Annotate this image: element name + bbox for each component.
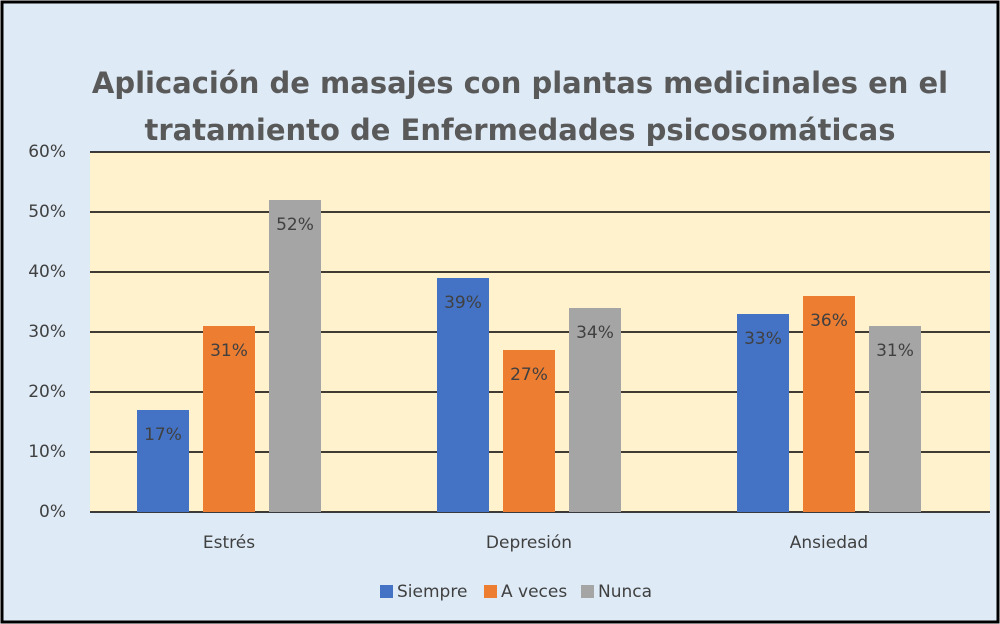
data-label: 36% [810,311,848,331]
data-label: 39% [444,293,482,313]
bar [503,350,555,512]
bar [569,308,621,512]
data-label: 27% [510,365,548,385]
legend-swatch [581,585,594,598]
legend-swatch [484,585,497,598]
y-tick-label: 60% [28,142,66,162]
chart-title: tratamiento de Enfermedades psicosomátic… [145,113,896,147]
bar [203,326,255,512]
bar [137,410,189,512]
bar [437,278,489,512]
y-tick-label: 20% [28,382,66,402]
bar [869,326,921,512]
data-label: 17% [144,425,182,445]
x-tick-label: Ansiedad [790,533,868,553]
y-tick-label: 0% [39,502,66,522]
data-label: 31% [876,341,914,361]
y-tick-label: 30% [28,322,66,342]
x-tick-label: Estrés [203,533,255,553]
data-label: 34% [576,323,614,343]
data-label: 31% [210,341,248,361]
data-label: 52% [276,215,314,235]
chart-title: Aplicación de masajes con plantas medici… [92,66,948,100]
y-tick-label: 10% [28,442,66,462]
y-tick-label: 40% [28,262,66,282]
bar [269,200,321,512]
legend-label: A veces [501,582,567,602]
y-tick-label: 50% [28,202,66,222]
bar [737,314,789,512]
x-tick-label: Depresión [486,533,572,553]
data-label: 33% [744,329,782,349]
legend-label: Siempre [397,582,467,602]
legend-swatch [380,585,393,598]
legend-label: Nunca [598,582,652,602]
bar [803,296,855,512]
